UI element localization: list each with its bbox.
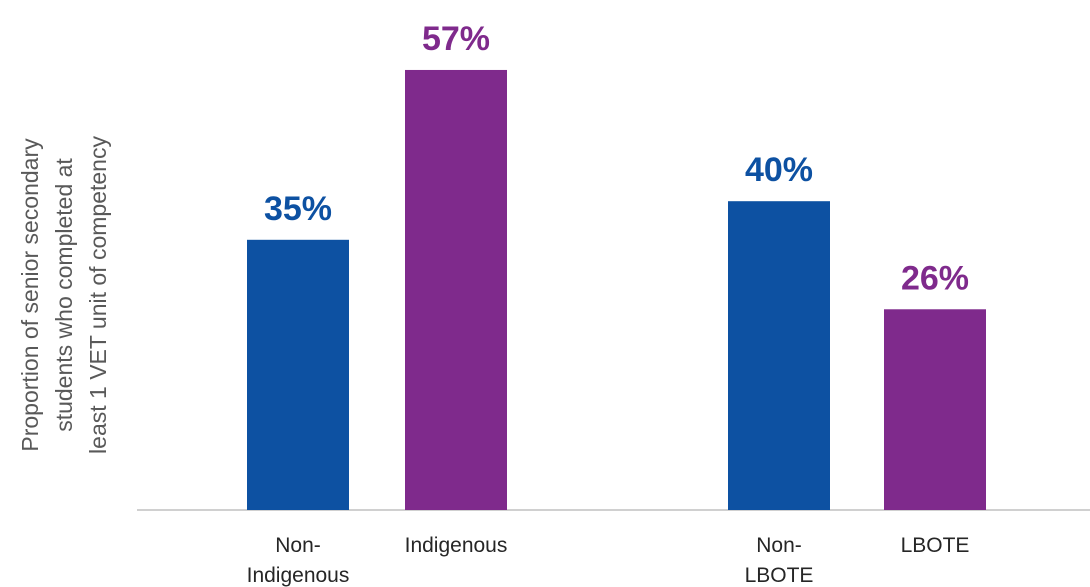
y-axis-title-line-2: students who completed at (51, 158, 77, 432)
value-label-lbote: 26% (901, 259, 969, 297)
category-label-indigenous-line-1: Indigenous (405, 534, 508, 557)
value-label-non-indigenous: 35% (264, 190, 332, 228)
category-label-non-indigenous-line-1: Non- (275, 534, 321, 557)
category-label-non-lbote-line-1: Non- (756, 534, 802, 557)
bar-non-indigenous (247, 239, 349, 511)
value-label-non-lbote: 40% (745, 151, 813, 189)
category-label-non-indigenous-line-2: Indigenous (247, 564, 350, 587)
category-label-lbote-line-1: LBOTE (901, 534, 970, 557)
bar-non-lbote (728, 201, 830, 510)
y-axis-title: Proportion of senior secondary students … (17, 136, 111, 454)
bars-layer: 35% Non- Indigenous 57% Indigenous 40% Non- LBO… (247, 20, 986, 587)
y-axis-title-line-1: Proportion of senior secondary (17, 138, 43, 452)
category-label-non-lbote-line-2: LBOTE (745, 564, 814, 587)
y-axis-title-line-3: least 1 VET unit of competency (85, 136, 111, 454)
bar-lbote (884, 309, 986, 510)
bar-indigenous (405, 69, 507, 511)
value-label-indigenous: 57% (422, 20, 490, 58)
